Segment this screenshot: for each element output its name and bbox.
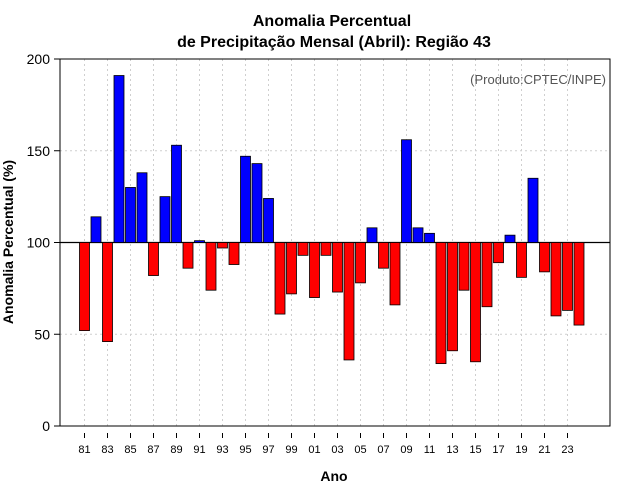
x-tick-label: 13 xyxy=(446,444,458,456)
x-tick-label: 97 xyxy=(262,444,274,456)
bar-21 xyxy=(539,242,550,273)
x-tick-label: 17 xyxy=(492,444,504,456)
bar-19 xyxy=(516,242,527,278)
x-tick-label: 99 xyxy=(285,444,297,456)
bar-20 xyxy=(527,177,539,243)
bar-00 xyxy=(297,242,309,256)
bar-89 xyxy=(171,144,182,243)
bar-88 xyxy=(159,196,171,243)
grid-layer xyxy=(60,59,610,426)
x-tick-label: 83 xyxy=(101,444,113,456)
bar-08 xyxy=(389,242,401,306)
bar-97 xyxy=(263,198,274,243)
bar-85 xyxy=(125,187,136,243)
bar-03 xyxy=(332,242,343,293)
bar-24 xyxy=(573,242,585,326)
x-tick-label: 21 xyxy=(538,444,550,456)
y-axis-label: Anomalia Percentual (%) xyxy=(0,160,16,324)
chart-title-line-2: de Precipitação Mensal (Abril): Região 4… xyxy=(177,34,491,51)
product-credit: (Produto:CPTEC/INPE) xyxy=(470,72,606,87)
x-tick-label: 23 xyxy=(561,444,573,456)
bar-17 xyxy=(493,242,504,264)
x-tick-label: 81 xyxy=(78,444,90,456)
bar-87 xyxy=(148,242,159,276)
bar-81 xyxy=(79,242,90,331)
y-tick-label: 100 xyxy=(27,235,51,251)
bar-82 xyxy=(90,216,102,243)
bar-05 xyxy=(355,242,366,284)
bar-01 xyxy=(309,242,320,298)
bar-11 xyxy=(424,232,435,243)
bar-94 xyxy=(228,242,240,265)
bar-92 xyxy=(205,242,217,291)
x-tick-label: 15 xyxy=(469,444,481,456)
bar-12 xyxy=(435,242,447,365)
bar-99 xyxy=(286,242,297,295)
bar-04 xyxy=(343,242,355,361)
x-tick-label: 01 xyxy=(308,444,320,456)
x-tick-label: 87 xyxy=(147,444,159,456)
bar-95 xyxy=(240,155,251,243)
bar-86 xyxy=(136,172,148,243)
x-tick-label: 07 xyxy=(377,444,389,456)
bar-07 xyxy=(378,242,389,269)
bar-96 xyxy=(251,163,263,243)
x-axis-label: Ano xyxy=(320,468,347,484)
bar-90 xyxy=(182,242,194,269)
bar-93 xyxy=(217,242,228,249)
y-axis: 0 50 100 150 200 xyxy=(27,51,60,434)
bar-22 xyxy=(550,242,562,317)
x-tick-label: 05 xyxy=(354,444,366,456)
y-tick-label: 50 xyxy=(34,326,50,342)
x-tick-label: 91 xyxy=(193,444,205,456)
bar-14 xyxy=(458,242,470,291)
bar-06 xyxy=(366,227,378,243)
bar-13 xyxy=(447,242,458,352)
bar-10 xyxy=(412,227,424,243)
x-tick-label: 09 xyxy=(400,444,412,456)
chart-title-line-1: Anomalia Percentual xyxy=(253,13,411,30)
x-tick-label: 11 xyxy=(424,444,435,456)
bar-98 xyxy=(274,242,286,315)
x-tick-label: 03 xyxy=(331,444,343,456)
bar-23 xyxy=(562,242,573,311)
x-tick-label: 85 xyxy=(124,444,136,456)
bar-16 xyxy=(481,242,493,308)
x-tick-label: 89 xyxy=(170,444,182,456)
bar-84 xyxy=(113,75,125,243)
bar-15 xyxy=(470,242,481,363)
x-tick-label: 93 xyxy=(216,444,228,456)
bar-09 xyxy=(401,139,412,243)
y-tick-label: 150 xyxy=(27,143,51,159)
bar-83 xyxy=(102,242,113,342)
x-tick-label: 19 xyxy=(515,444,527,456)
y-tick-label: 0 xyxy=(42,418,50,434)
bar-layer xyxy=(79,75,585,365)
bar-18 xyxy=(504,234,516,243)
x-tick-label: 95 xyxy=(239,444,251,456)
bar-02 xyxy=(320,242,332,256)
x-axis: 81 83 85 87 89 91 93 95 97 99 01 03 05 07 09 11 13 15 17 19… xyxy=(78,433,574,456)
y-tick-label: 200 xyxy=(27,51,51,67)
bar-91 xyxy=(194,240,205,243)
